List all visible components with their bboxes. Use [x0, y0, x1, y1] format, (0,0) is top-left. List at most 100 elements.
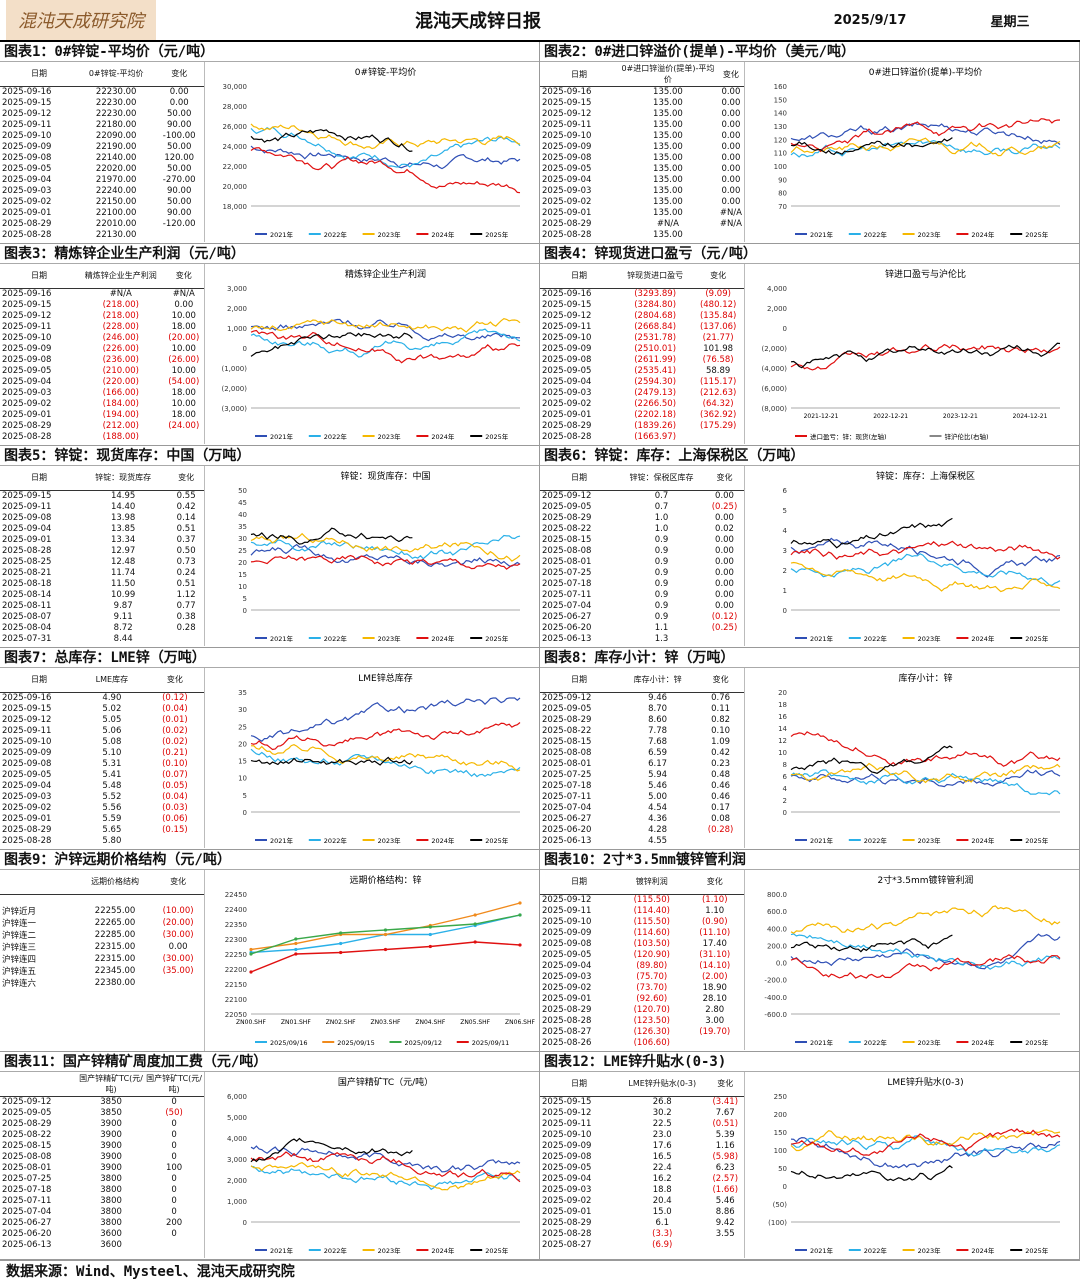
table-cell: 22240.00	[95, 185, 137, 196]
table-cell: 90.00	[167, 119, 192, 130]
table-row: 2025-08-28 (1663.97)	[540, 431, 744, 442]
table-row: 2025-09-04 (89.80) (14.10)	[540, 960, 744, 971]
table-cell: (30.00)	[162, 930, 194, 940]
table-header: 远期价格结构	[78, 870, 153, 895]
table-row: 2025-09-12 (2804.68) (135.84)	[540, 310, 744, 321]
chart-svg: LME锌总库存 35 30 25 20 15 10 5 0 2021年 2022年 2023年 2024…	[238, 672, 521, 845]
table-cell: 2025-09-04	[542, 960, 592, 971]
table-cell: 0.46	[711, 791, 731, 802]
series-line	[790, 1128, 1061, 1156]
table-cell: 0.9	[654, 534, 669, 545]
table-cell: (212.63)	[699, 387, 737, 398]
table-cell: 2025-06-27	[2, 1218, 52, 1228]
chart-svg: 2寸*3.5mm镀锌管利润 800.0 600.0 400.0 200.0 0.0 -200…	[764, 874, 1061, 1047]
table-cell: 5.59	[102, 813, 122, 824]
table-cell: 5.00	[648, 791, 668, 802]
table-cell: 28.10	[702, 993, 727, 1004]
table-cell: 2025-09-12	[2, 310, 52, 321]
table-header: 日期	[0, 466, 78, 491]
table-cell: 22255.00	[94, 906, 136, 916]
table-cell: 0.51	[176, 578, 196, 589]
table-cell: 2025-09-09	[542, 927, 592, 938]
table-cell: (0.07)	[162, 769, 188, 780]
table-cell: 5.48	[102, 780, 122, 791]
legend-label: 2025年	[1025, 230, 1049, 239]
table-cell	[78, 1000, 152, 1011]
table-row: 2025-09-09 (114.60) (11.10)	[540, 927, 744, 938]
table-cell: 2025-09-02	[2, 196, 52, 207]
table-cell: 0.38	[176, 611, 196, 622]
table-cell: 2025-09-05	[2, 769, 52, 780]
y-tick-label: 200	[774, 1111, 787, 1119]
table-row: 2025-08-29 (212.00) (24.00)	[0, 420, 204, 431]
x-tick-label: ZN00.SHF	[236, 1019, 266, 1026]
data-point	[518, 943, 522, 947]
table-cell: 2025-09-02	[2, 398, 52, 409]
table-cell: 2025-09-05	[542, 365, 592, 376]
y-tick-label: 20	[778, 689, 787, 697]
table-cell: 7.78	[648, 725, 668, 736]
table-row: 2025-09-03 (75.70) (2.00)	[540, 971, 744, 982]
table-cell: 2025-08-22	[542, 523, 592, 534]
table-cell: (2668.84)	[634, 321, 677, 332]
table-cell: 22190.00	[95, 141, 137, 152]
table-cell: 沪锌连三	[2, 943, 37, 953]
series-line	[790, 342, 1061, 369]
table-cell	[152, 1000, 204, 1011]
series-line	[250, 147, 521, 194]
table-cell: 2025-09-08	[2, 758, 52, 769]
table-cell: 0.28	[176, 622, 196, 633]
table-cell: 2025-06-20	[2, 1229, 52, 1239]
y-tick-label: 3	[783, 547, 787, 555]
table-cell: 2025-09-10	[2, 332, 52, 343]
table-cell: 0.00	[721, 175, 741, 185]
data-point	[249, 970, 253, 974]
series-line	[250, 1151, 521, 1183]
table-cell: 2025-07-11	[542, 791, 592, 802]
chart-title: 远期价格结构：锌	[349, 874, 421, 886]
table-header: LME锌升贴水(0-3)	[618, 1072, 707, 1097]
table-cell: 3800	[100, 1174, 122, 1184]
table-header: 日期	[540, 1072, 618, 1097]
table-cell: 0.00	[715, 534, 734, 545]
table-cell: 2025-09-12	[542, 310, 592, 321]
table-cell: (218.00)	[102, 299, 139, 310]
table-row: 2025-09-11 22.5 (0.51)	[540, 1118, 744, 1129]
table-cell: 5.52	[102, 791, 122, 802]
legend-label: 2024年	[971, 1038, 995, 1047]
series-line	[250, 145, 521, 170]
table-cell: (9.09)	[705, 288, 731, 299]
table-cell: 2025-07-18	[542, 578, 592, 589]
y-tick-label: 0	[783, 607, 787, 615]
series-line	[250, 129, 413, 153]
legend-label: 2025年	[1025, 1246, 1049, 1255]
data-point	[428, 932, 432, 937]
legend-label: 2025年	[485, 230, 509, 239]
table-header: 国产锌精矿TC(元/吨)	[78, 1072, 145, 1097]
table-cell: 9.11	[113, 611, 133, 622]
y-tick-label: 4,000	[767, 285, 787, 293]
table-cell: (3.41)	[712, 1096, 739, 1107]
table-row: 2025-08-28 22130.00	[0, 229, 204, 240]
table-row: 2025-09-01 13.34 0.37	[0, 534, 204, 545]
table-cell: 0	[171, 1196, 177, 1206]
data-point	[249, 947, 253, 952]
table-cell: 0.00	[715, 512, 734, 523]
table-cell: 1.10	[705, 905, 725, 916]
table-cell: 101.98	[703, 343, 734, 354]
table-row: 2025-06-13 4.55	[540, 835, 744, 846]
y-tick-label: (2,000)	[761, 345, 787, 353]
y-tick-label: 140	[774, 110, 787, 118]
chart-title: LME锌总库存	[358, 672, 412, 684]
table-row: 2025-08-29 22010.00 -120.00	[0, 218, 204, 229]
table-cell: 1.12	[176, 589, 196, 600]
table-cell: 2025-09-15	[2, 299, 52, 310]
y-tick-label: 160	[774, 83, 787, 91]
table-cell: 120.00	[164, 152, 195, 163]
table-cell: (184.00)	[102, 398, 139, 409]
table-cell: (50)	[165, 1108, 183, 1118]
legend-label: 2024年	[431, 432, 455, 441]
table-row: 2025-09-11 (228.00) 18.00	[0, 321, 204, 332]
table-cell: 18.00	[171, 409, 196, 420]
